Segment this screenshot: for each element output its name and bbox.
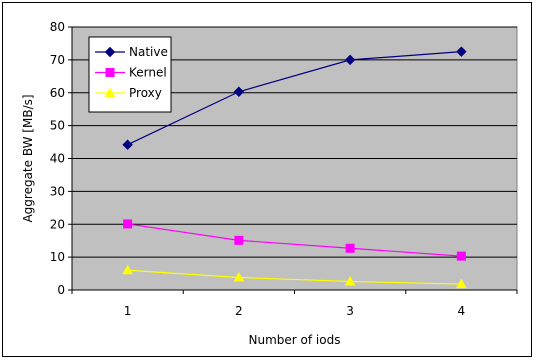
data-point <box>122 139 133 150</box>
series-native <box>122 46 467 150</box>
series-line <box>127 223 462 257</box>
y-tick-label: 80 <box>50 20 65 34</box>
y-tick-label: 10 <box>50 250 65 264</box>
y-tick-label: 20 <box>50 217 65 231</box>
legend-label: Kernel <box>129 66 167 80</box>
data-point <box>122 264 133 275</box>
x-tick-label: 1 <box>124 304 132 318</box>
data-point <box>456 46 467 57</box>
x-axis-ticks: 1 2 3 4 <box>71 290 518 318</box>
legend-item-kernel: Kernel <box>95 66 167 80</box>
x-tick-label: 2 <box>235 304 243 318</box>
series-proxy <box>122 264 467 289</box>
series-kernel <box>123 219 466 261</box>
y-axis-ticks: 0 10 20 30 40 50 60 70 80 <box>50 20 72 297</box>
y-tick-label: 0 <box>57 283 65 297</box>
y-axis-title: Aggregate BW [MB/s] <box>21 94 35 222</box>
x-tick-label: 3 <box>346 304 354 318</box>
data-point <box>233 271 245 282</box>
y-tick-label: 50 <box>50 119 65 133</box>
series-line <box>127 269 462 285</box>
series-line <box>127 51 462 146</box>
legend: Native Kernel Proxy <box>88 36 172 113</box>
legend-swatch-marker <box>104 46 116 58</box>
series-layer <box>122 46 467 289</box>
y-tick-label: 60 <box>50 86 65 100</box>
legend-label: Native <box>129 45 168 59</box>
data-point <box>345 243 355 253</box>
data-point <box>344 275 356 286</box>
legend-label: Proxy <box>129 86 162 100</box>
x-tick-label: 4 <box>458 304 466 318</box>
data-point <box>456 251 466 261</box>
legend-swatch-marker <box>105 68 115 77</box>
data-point <box>234 235 244 245</box>
y-tick-label: 40 <box>50 152 65 166</box>
data-point <box>456 278 467 289</box>
y-tick-label: 70 <box>50 53 65 67</box>
data-point <box>233 86 245 97</box>
legend-item-proxy: Proxy <box>95 86 162 100</box>
y-tick-label: 30 <box>50 184 65 198</box>
legend-swatch-marker <box>104 87 116 97</box>
data-point <box>123 219 133 229</box>
x-axis-title: Number of iods <box>249 333 341 347</box>
legend-item-native: Native <box>95 45 168 59</box>
legend-box <box>88 36 172 113</box>
data-point <box>344 54 356 66</box>
